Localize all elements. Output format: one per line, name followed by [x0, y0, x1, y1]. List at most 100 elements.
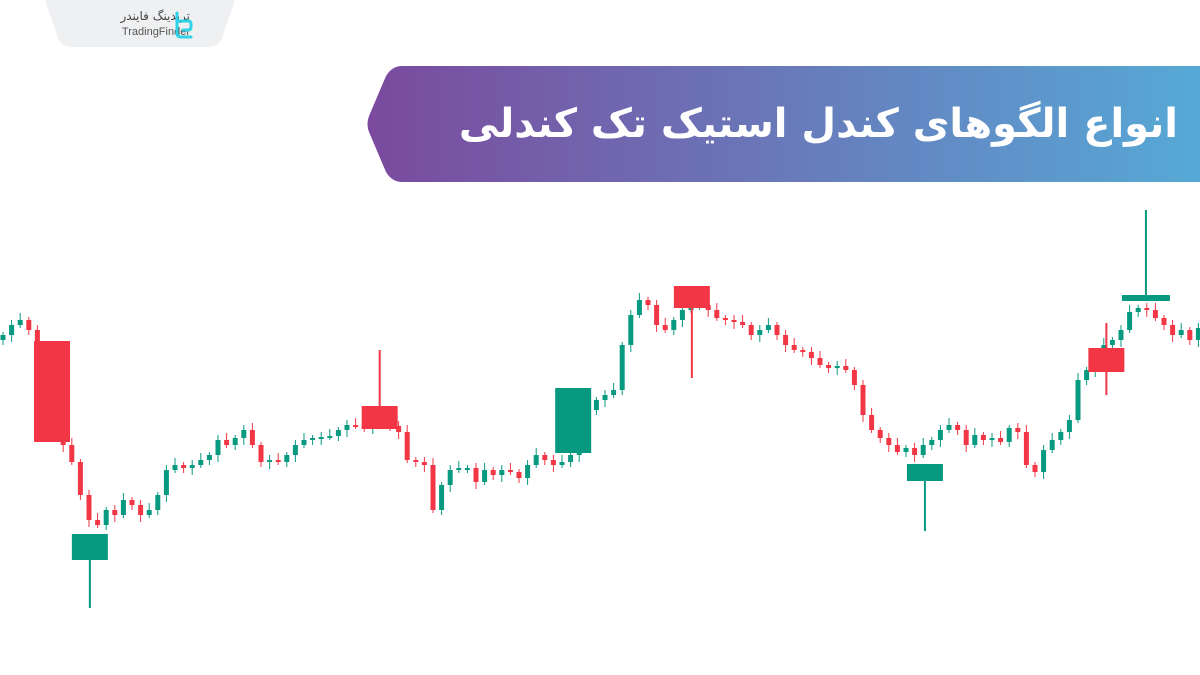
candle-body	[834, 366, 840, 368]
candle-body	[1170, 325, 1176, 335]
candle	[267, 455, 273, 469]
candle-body	[619, 345, 625, 390]
candle-body	[602, 395, 608, 400]
candle	[929, 437, 935, 450]
candle	[748, 322, 754, 340]
candle	[310, 435, 316, 445]
candle	[654, 300, 660, 332]
candle-body	[198, 460, 204, 465]
candle	[860, 380, 866, 422]
candle	[602, 390, 608, 407]
candle-body	[1023, 432, 1029, 465]
candle	[1058, 429, 1064, 445]
candle	[404, 425, 410, 463]
candle-body	[654, 305, 660, 325]
candle-body	[906, 464, 943, 481]
candle-body	[912, 448, 918, 455]
candle	[344, 420, 350, 437]
candle	[1161, 315, 1167, 330]
logo-background	[45, 0, 235, 47]
candle	[17, 313, 23, 328]
candle-body	[533, 455, 539, 465]
candle-body	[34, 341, 71, 442]
candle-body	[189, 465, 195, 468]
candle	[593, 397, 599, 415]
candle	[172, 458, 178, 473]
candle-body	[636, 300, 642, 315]
candle	[912, 443, 918, 462]
candle-body	[929, 440, 935, 445]
candle-body	[989, 438, 995, 440]
candle-body	[1195, 328, 1200, 340]
candle-body	[783, 335, 789, 345]
candle-body	[95, 520, 101, 525]
candle-body	[138, 505, 144, 515]
candle-body	[1178, 330, 1184, 335]
candle	[1152, 303, 1158, 321]
candle-body	[1041, 450, 1047, 472]
candle-body	[748, 325, 754, 335]
candle-body	[86, 495, 92, 520]
candle-body	[421, 462, 427, 465]
candle-body	[980, 435, 986, 440]
candle-body	[258, 445, 264, 462]
candle	[241, 425, 247, 445]
candle-body	[886, 438, 892, 445]
candle-body	[232, 438, 238, 445]
candle	[413, 457, 419, 467]
candle	[447, 465, 453, 492]
brand-logo[interactable]: تریدینگ فایندر TradingFinder	[80, 8, 190, 40]
candle-body	[645, 300, 651, 305]
candle-body	[714, 310, 720, 318]
candle-body	[516, 472, 522, 478]
candle	[103, 507, 109, 530]
candle-body	[464, 468, 470, 470]
candle	[490, 467, 496, 480]
candle	[851, 367, 857, 390]
candle	[301, 433, 307, 448]
candle-body	[671, 320, 677, 330]
candle	[834, 361, 840, 375]
candle	[559, 455, 565, 468]
candle	[740, 315, 746, 328]
candle	[998, 431, 1004, 445]
candle-body	[1187, 330, 1193, 340]
candle	[292, 440, 298, 462]
candle-body	[542, 455, 548, 460]
candle-body	[1127, 312, 1133, 330]
candle	[430, 458, 436, 513]
candle-body	[292, 445, 298, 455]
candle-body	[284, 455, 290, 462]
candle	[353, 418, 359, 429]
candle	[1015, 423, 1021, 439]
candle	[189, 460, 195, 475]
candle-body	[447, 470, 453, 485]
candle	[181, 462, 187, 473]
pattern-candle	[906, 464, 943, 531]
candle	[1109, 337, 1115, 350]
candle-body	[972, 435, 978, 445]
candle	[937, 425, 943, 447]
candle-body	[181, 465, 187, 468]
candle-body	[1075, 380, 1081, 420]
candle-body	[791, 345, 797, 350]
candle	[869, 408, 875, 433]
candle-body	[267, 460, 273, 462]
candle	[757, 325, 763, 342]
candle	[619, 342, 625, 395]
candle-body	[9, 325, 15, 335]
candle-body	[808, 352, 814, 358]
candle-body	[740, 322, 746, 325]
candle	[791, 338, 797, 353]
candle	[129, 497, 135, 510]
candle-body	[920, 445, 926, 455]
candle-body	[71, 534, 108, 560]
candle-body	[129, 500, 135, 505]
candle	[327, 429, 333, 440]
candle-body	[765, 325, 771, 330]
candle-body	[224, 440, 230, 445]
candle	[533, 448, 539, 468]
candle-body	[550, 460, 556, 465]
candle	[989, 433, 995, 447]
candle-body	[559, 462, 565, 465]
